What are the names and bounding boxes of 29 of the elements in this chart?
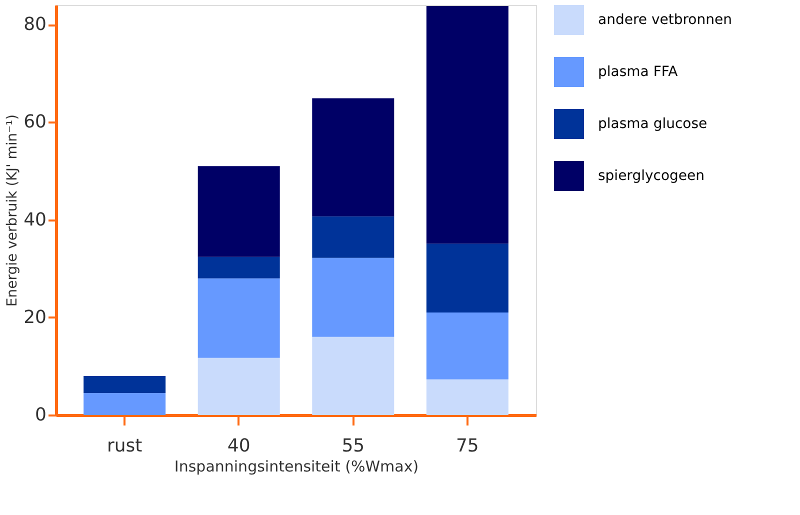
bar [426,6,508,244]
bar [312,336,394,415]
bar [84,393,166,415]
y-tick-label: 20 [24,306,46,328]
bar [426,312,508,380]
bar [426,379,508,415]
x-tick-label: 40 [227,436,250,456]
legend-label: plasma FFA [598,64,678,80]
bar [198,256,280,278]
y-axis-title: Energie verbruik (KJ' min⁻¹) [4,114,21,307]
legend-label: spierglycogeen [598,168,705,184]
bar [198,278,280,358]
y-tick-label: 0 [35,404,46,426]
bar [198,166,280,257]
bar [312,258,394,337]
x-tick-label: rust [106,436,142,456]
y-tick-label: 80 [24,14,46,36]
x-axis-title: Inspanningsintensiteit (%Wmax) [174,458,419,476]
bar [84,376,166,394]
legend-label: plasma glucose [598,116,708,132]
bar [426,244,508,312]
legend-label: andere vetbronnen [598,12,732,28]
bar [312,216,394,258]
bar [198,358,280,415]
y-tick-label: 40 [24,209,46,230]
y-tick-label: 60 [24,112,46,133]
bar [312,98,394,216]
x-tick-label: 75 [456,436,479,456]
x-tick-label: 55 [342,436,365,456]
